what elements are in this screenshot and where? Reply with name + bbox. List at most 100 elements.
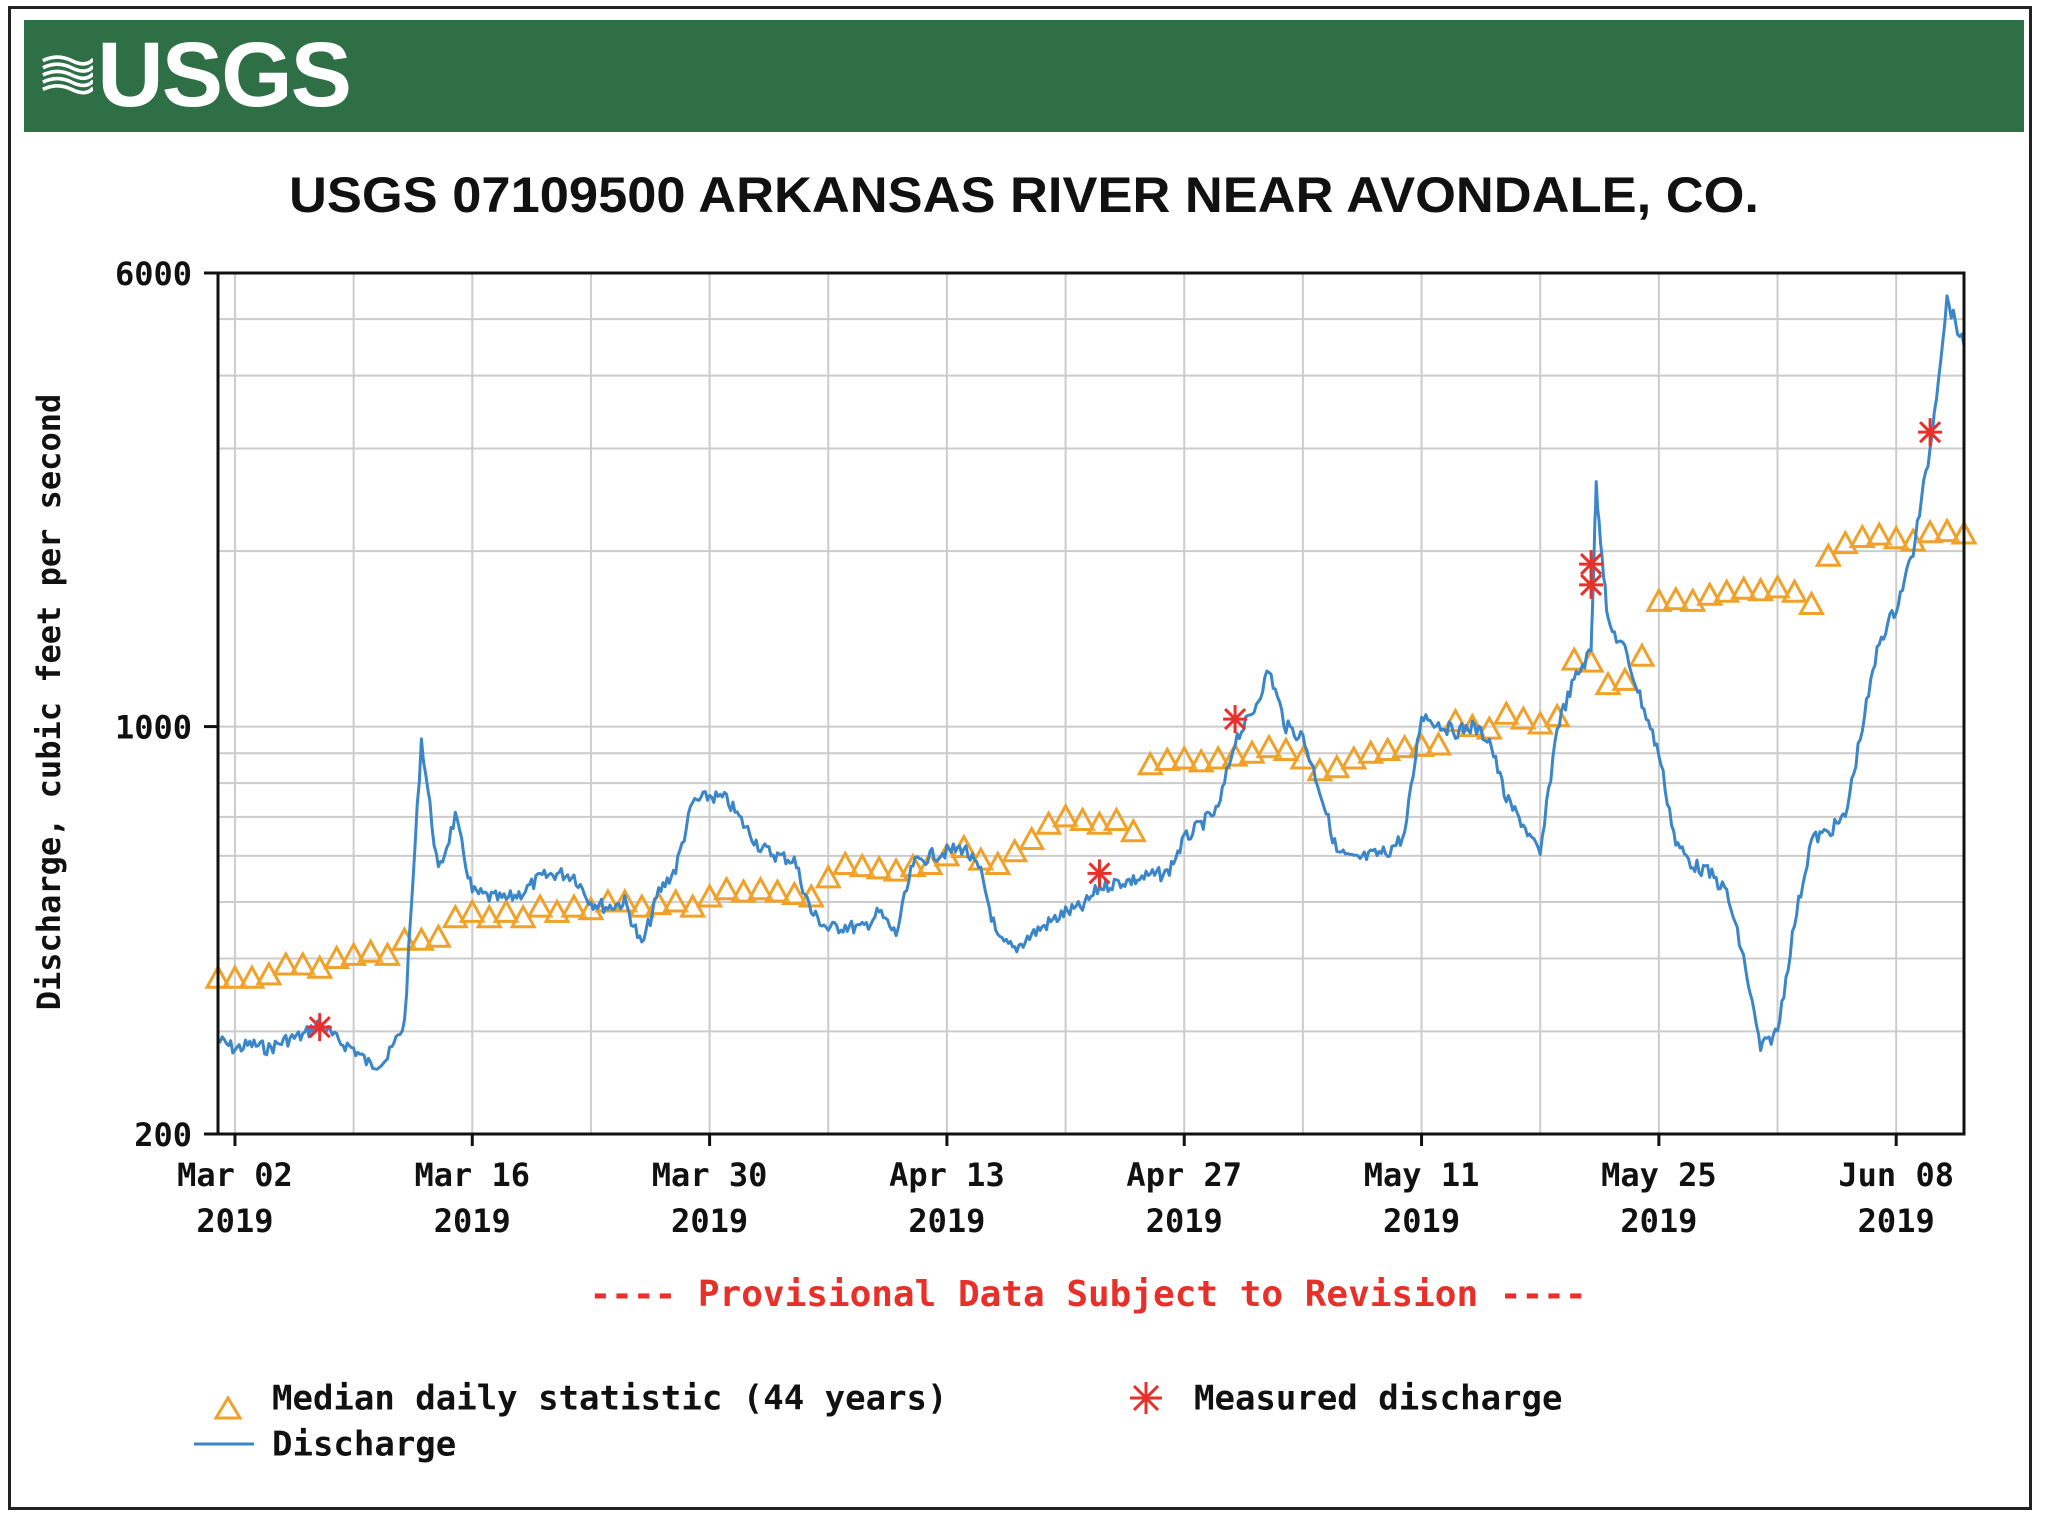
median-marker: [1424, 730, 1453, 756]
median-marker: [1001, 837, 1029, 863]
median-marker: [1865, 521, 1893, 546]
median-marker: [763, 878, 791, 903]
discharge-line: [216, 294, 1966, 1071]
median-marker: [1391, 733, 1419, 759]
chart-title: USGS 07109500 ARKANSAS RIVER NEAR AVONDA…: [289, 167, 1759, 223]
plot-border: [216, 271, 1966, 1136]
median-marker: [729, 878, 758, 903]
median-marker: [1543, 702, 1571, 728]
y-tick-label: 200: [134, 1116, 192, 1154]
median-marker: [713, 875, 741, 901]
measured-marker: [1087, 859, 1112, 888]
legend-median-marker: [213, 1395, 243, 1420]
x-tick-year-label: 2019: [1146, 1202, 1223, 1240]
median-marker: [424, 923, 452, 948]
median-marker: [458, 898, 486, 923]
median-marker: [526, 893, 554, 918]
median-marker: [221, 964, 249, 989]
x-tick-label: May 11: [1364, 1156, 1480, 1194]
median-marker: [984, 850, 1012, 875]
measured-marker: [1579, 570, 1604, 599]
usgs-logo[interactable]: USGS: [40, 24, 352, 126]
x-tick-label: Mar 02: [177, 1156, 293, 1194]
median-marker: [848, 852, 876, 878]
median-marker: [1018, 825, 1046, 851]
median-marker: [1170, 744, 1198, 770]
median-marker: [1848, 523, 1876, 549]
y-tick-label: 1000: [115, 709, 192, 747]
legend-discharge-label: Discharge: [272, 1425, 456, 1465]
x-tick-label: Mar 30: [652, 1156, 768, 1194]
median-marker: [1068, 806, 1097, 832]
median-marker: [1814, 542, 1842, 567]
median-marker: [560, 893, 588, 918]
x-tick-label: Apr 27: [1126, 1156, 1242, 1194]
x-tick-year-label: 2019: [1858, 1202, 1935, 1240]
median-marker: [1119, 817, 1147, 843]
median-marker: [1730, 575, 1758, 600]
legend: Median daily statistic (44 years) Measur…: [194, 1379, 1562, 1465]
median-marker: [1763, 573, 1792, 599]
median-marker: [1611, 666, 1639, 691]
discharge-series: [216, 294, 1966, 1071]
x-tick-label: May 25: [1601, 1156, 1717, 1194]
median-marker: [1560, 646, 1588, 671]
median-marker: [780, 880, 808, 906]
measured-marker: [307, 1013, 332, 1042]
legend-measured-marker: [1130, 1382, 1162, 1414]
median-marker: [1916, 518, 1944, 544]
legend-measured-label: Measured discharge: [1194, 1379, 1562, 1419]
median-marker: [1255, 733, 1283, 759]
usgs-logo-text: USGS: [97, 24, 352, 126]
median-marker: [289, 950, 317, 976]
provisional-note: ---- Provisional Data Subject to Revisio…: [590, 1274, 1587, 1315]
median-marker: [1526, 709, 1554, 735]
legend-median-label: Median daily statistic (44 years): [272, 1379, 948, 1419]
median-marker: [1628, 642, 1656, 667]
median-marker: [662, 887, 690, 913]
x-tick-year-label: 2019: [434, 1202, 511, 1240]
median-marker: [628, 893, 656, 918]
median-marker: [814, 863, 842, 889]
y-axis-label: Discharge, cubic feet per second: [30, 394, 68, 1011]
median-marker: [1645, 587, 1673, 612]
median-marker: [357, 938, 385, 963]
x-tick-label: Mar 16: [414, 1156, 530, 1194]
median-marker: [1662, 585, 1690, 611]
median-marker: [373, 941, 402, 966]
median-marker: [1035, 810, 1063, 835]
median-marker: [272, 950, 300, 976]
y-tick-label: 6000: [115, 255, 192, 293]
x-tick-label: Apr 13: [889, 1156, 1005, 1194]
chart-frame: [8, 6, 2032, 1510]
median-marker: [1052, 802, 1080, 828]
x-tick-year-label: 2019: [196, 1202, 273, 1240]
median-marker: [865, 854, 893, 880]
median-marker: [1882, 524, 1910, 550]
median-marker: [1797, 590, 1825, 615]
axis-labels: 200 1000 6000 Mar 02 2019 Mar 16 2019 Mar 30 201…: [115, 255, 1954, 1240]
median-marker: [492, 898, 520, 923]
median-marker: [797, 882, 825, 908]
median-marker: [1933, 517, 1961, 543]
x-tick-year-label: 2019: [1383, 1202, 1460, 1240]
grid-layer: [218, 272, 1964, 1135]
x-tick-label: Jun 08: [1838, 1156, 1954, 1194]
median-marker: [1102, 806, 1130, 832]
median-series: [204, 517, 1978, 989]
median-marker: [831, 850, 859, 875]
x-tick-year-label: 2019: [908, 1202, 985, 1240]
median-marker: [696, 882, 724, 908]
median-marker: [1780, 578, 1809, 603]
measured-marker: [1223, 705, 1248, 734]
x-tick-year-label: 2019: [1620, 1202, 1697, 1240]
usgs-banner: USGS: [24, 20, 2024, 132]
usgs-wave-icon: [42, 55, 94, 95]
median-marker: [746, 875, 774, 901]
measured-marker: [1918, 418, 1943, 447]
median-marker: [1509, 704, 1537, 730]
median-marker: [1153, 746, 1181, 771]
measured-marker: [1579, 550, 1604, 579]
measured-series: [307, 418, 1943, 1042]
